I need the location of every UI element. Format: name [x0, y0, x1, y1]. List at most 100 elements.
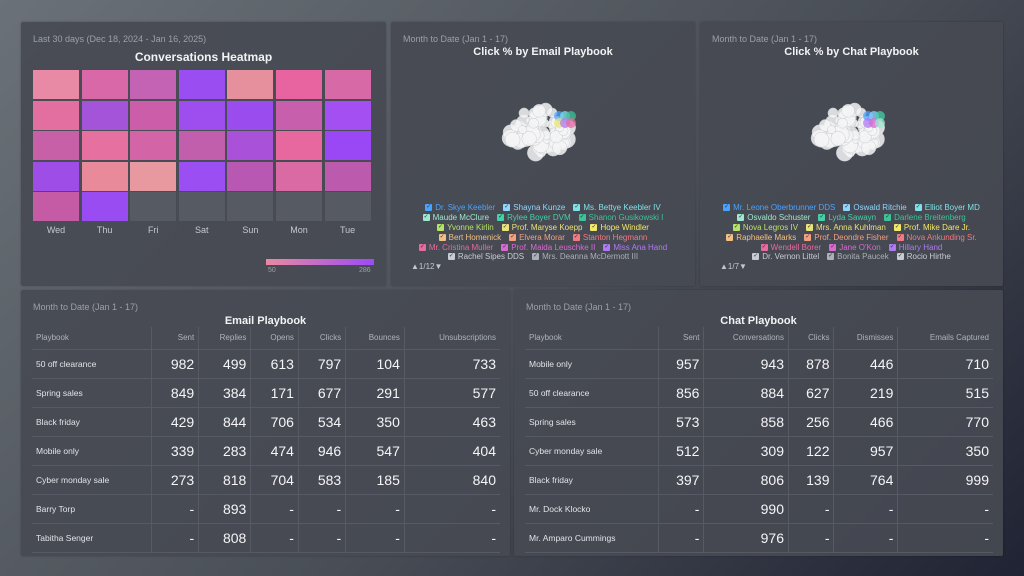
heatmap-cell[interactable]	[130, 70, 177, 99]
heatmap-cell[interactable]	[81, 100, 128, 130]
checkbox-icon[interactable]: ✓	[732, 223, 740, 231]
legend-item[interactable]: ✓ Ms. Bettye Keebler IV	[573, 203, 661, 213]
checkbox-icon[interactable]: ✓	[893, 223, 901, 231]
legend-item[interactable]: ✓ Mr. Leone Oberbrunner DDS	[723, 203, 835, 213]
checkbox-icon[interactable]: ✓	[829, 243, 837, 251]
column-header[interactable]: Replies	[198, 327, 252, 350]
checkbox-icon[interactable]: ✓	[726, 233, 734, 241]
legend-item[interactable]: ✓ Mrs. Anna Kuhlman	[806, 223, 886, 233]
heatmap-cell[interactable]	[81, 70, 128, 99]
legend-item[interactable]: ✓ Rocio Hirthe	[896, 252, 951, 262]
heatmap-cell[interactable]	[81, 131, 128, 161]
checkbox-icon[interactable]: ✓	[503, 204, 511, 212]
column-header[interactable]: Sent	[151, 327, 200, 350]
heatmap-cell[interactable]	[227, 161, 274, 191]
legend-item[interactable]: ✓ Stanton Hegmann	[572, 232, 647, 242]
heatmap-cell[interactable]	[33, 161, 79, 191]
bubble-point[interactable]	[518, 107, 530, 119]
checkbox-icon[interactable]: ✓	[737, 214, 745, 222]
checkbox-icon[interactable]: ✓	[843, 204, 851, 212]
column-header[interactable]: Playbook	[525, 327, 659, 350]
legend-item[interactable]: ✓ Rachel Sipes DDS	[447, 252, 524, 262]
table-row[interactable]: Mobile only 339 283 474 946 547 404	[32, 436, 500, 466]
column-header[interactable]: Playbook	[32, 327, 152, 350]
checkbox-icon[interactable]: ✓	[806, 223, 814, 231]
checkbox-icon[interactable]: ✓	[532, 253, 540, 261]
checkbox-icon[interactable]: ✓	[804, 233, 812, 241]
checkbox-icon[interactable]: ✓	[422, 214, 430, 222]
pager-prev-icon[interactable]: ▲	[720, 262, 728, 271]
legend-item[interactable]: ✓ Oswald Ritchie	[843, 203, 907, 213]
legend-item[interactable]: ✓ Shayna Kunze	[503, 203, 565, 213]
table-row[interactable]: Spring sales 849 384 171 677 291 577	[32, 378, 500, 408]
heatmap-cell[interactable]	[178, 131, 225, 161]
bubble-point-colored[interactable]	[875, 118, 885, 128]
legend-item[interactable]: ✓ Prof. Maida Leuschke II	[501, 242, 595, 252]
table-row[interactable]: Black friday 397 806 139 764 999	[525, 465, 993, 495]
checkbox-icon[interactable]: ✓	[888, 243, 896, 251]
table-row[interactable]: Tabitha Senger -808- - - -	[32, 523, 500, 553]
heatmap-cell[interactable]	[178, 100, 225, 130]
legend-item[interactable]: ✓ Raphaelle Marks	[726, 232, 796, 242]
heatmap-cell[interactable]	[276, 70, 322, 99]
pager-next-icon[interactable]: ▼	[434, 262, 443, 271]
heatmap-cell[interactable]	[178, 161, 225, 191]
column-header[interactable]: Conversations	[703, 327, 789, 350]
checkbox-icon[interactable]: ✓	[501, 223, 509, 231]
legend-item[interactable]: ✓ Mrs. Deanna McDermott III	[532, 252, 638, 262]
bubble-point[interactable]	[837, 117, 848, 129]
legend-item[interactable]: ✓ Bert Homenick	[438, 232, 501, 242]
legend-item[interactable]: ✓ Miss Ana Hand	[603, 242, 667, 252]
column-header[interactable]: Unsubscriptions	[404, 327, 500, 350]
checkbox-icon[interactable]: ✓	[760, 243, 768, 251]
checkbox-icon[interactable]: ✓	[896, 233, 904, 241]
heatmap-cell[interactable]	[324, 192, 371, 222]
pager-prev-icon[interactable]: ▲	[411, 262, 419, 271]
table-row[interactable]: Cyber monday sale 512 309 122 957 350	[525, 436, 993, 466]
table-row[interactable]: Barry Torp -893- - - -	[32, 494, 500, 524]
legend-item[interactable]: ✓ Bonita Paucek	[827, 252, 889, 262]
bubble-point[interactable]	[532, 104, 546, 118]
column-header[interactable]: Clicks	[788, 327, 835, 350]
legend-item[interactable]: ✓ Mr. Cristina Muller	[418, 242, 493, 252]
heatmap-cell[interactable]	[33, 100, 79, 130]
checkbox-icon[interactable]: ✓	[578, 214, 586, 222]
heatmap-cell[interactable]	[324, 100, 371, 130]
bubble-point-colored[interactable]	[566, 118, 576, 128]
checkbox-icon[interactable]: ✓	[447, 253, 455, 261]
heatmap-cell[interactable]	[227, 100, 274, 130]
column-header[interactable]: Opens	[250, 327, 299, 350]
bubble-point[interactable]	[518, 125, 527, 135]
table-row[interactable]: Spring sales 573 858 256 466 770	[525, 407, 993, 437]
bubble-point[interactable]	[504, 131, 521, 148]
legend-item[interactable]: ✓ Elvera Morar	[509, 232, 565, 242]
chat-legend-pager[interactable]: ▲1/7▼	[720, 262, 747, 271]
checkbox-icon[interactable]: ✓	[438, 233, 446, 241]
legend-item[interactable]: ✓ Dr. Vernon Littel	[752, 252, 819, 262]
bubble-point[interactable]	[521, 131, 537, 147]
heatmap-cell[interactable]	[227, 70, 274, 99]
heatmap-cell[interactable]	[324, 70, 371, 99]
legend-item[interactable]: ✓ Elliot Boyer MD	[914, 203, 980, 213]
table-row[interactable]: Mobile only 957 943 878 446 710	[525, 349, 993, 379]
heatmap-cell[interactable]	[130, 192, 177, 222]
checkbox-icon[interactable]: ✓	[425, 204, 433, 212]
legend-item[interactable]: ✓ Nova Legros IV	[732, 223, 798, 233]
table-row[interactable]: Cyber monday sale 273 818 704 583 185 840	[32, 465, 500, 495]
checkbox-icon[interactable]: ✓	[896, 253, 904, 261]
checkbox-icon[interactable]: ✓	[501, 243, 509, 251]
heatmap-cell[interactable]	[227, 192, 274, 222]
checkbox-icon[interactable]: ✓	[827, 253, 835, 261]
legend-item[interactable]: ✓ Darlene Breitenberg	[884, 213, 966, 223]
bubble-point[interactable]	[830, 131, 846, 147]
heatmap-cell[interactable]	[227, 131, 274, 161]
checkbox-icon[interactable]: ✓	[590, 223, 598, 231]
heatmap-cell[interactable]	[178, 192, 225, 222]
checkbox-icon[interactable]: ✓	[418, 243, 426, 251]
table-row[interactable]: 50 off clearance 982 499 613 797 104 733	[32, 349, 500, 379]
heatmap-cell[interactable]	[130, 131, 177, 161]
heatmap-cell[interactable]	[130, 161, 177, 191]
heatmap-cell[interactable]	[33, 192, 79, 222]
heatmap-cell[interactable]	[81, 161, 128, 191]
checkbox-icon[interactable]: ✓	[752, 253, 760, 261]
